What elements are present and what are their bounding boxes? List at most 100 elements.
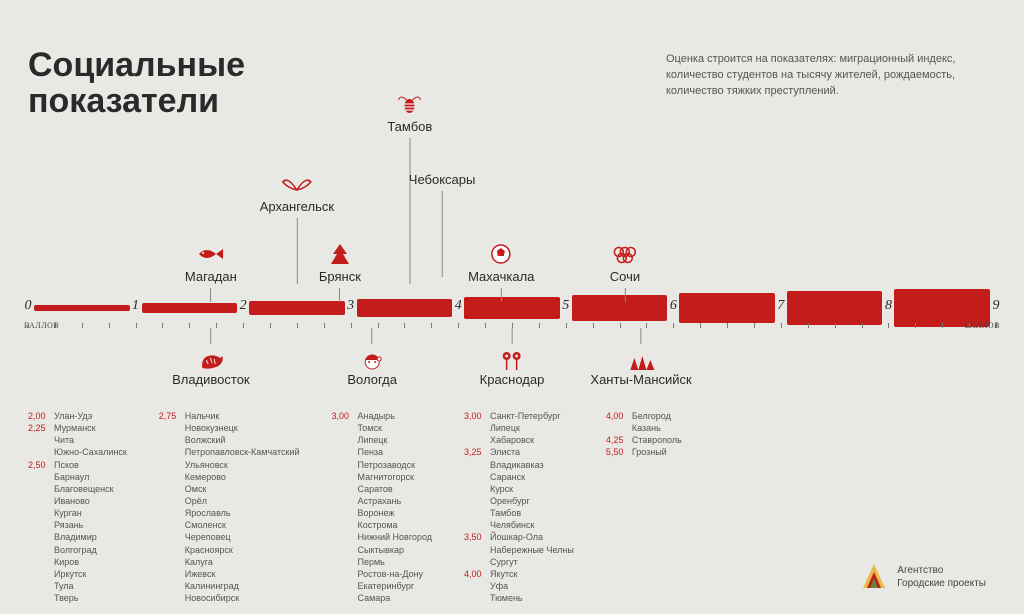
city-score: 2,75 [159, 410, 185, 422]
city-name: Смоленск [185, 519, 226, 531]
city-name: Волгоград [54, 544, 97, 556]
city-row: Петропавловск-Камчатский [159, 446, 300, 458]
city-name: Курган [54, 507, 82, 519]
city-score [159, 471, 185, 483]
city-name: Оренбург [490, 495, 530, 507]
city-score: 3,00 [331, 410, 357, 422]
wings-icon [282, 172, 312, 196]
city-name: Ульяновск [185, 459, 228, 471]
city-score [464, 483, 490, 495]
ball-icon [486, 242, 516, 266]
callout-leader [641, 328, 642, 344]
city-name: Санкт-Петербург [490, 410, 561, 422]
scale-tick [297, 323, 298, 328]
city-row: 3,00Анадырь [331, 410, 432, 422]
city-name: Чита [54, 434, 74, 446]
scale-tick [162, 323, 163, 328]
city-name: Волжский [185, 434, 226, 446]
city-score [159, 556, 185, 568]
city-column: 4,00БелгородКазань4,25Ставрополь5,50Гроз… [606, 410, 682, 604]
city-row: Иваново [28, 495, 127, 507]
scale-tick [781, 323, 782, 328]
callout-label: Брянск [319, 269, 361, 284]
city-name: Якутск [490, 568, 518, 580]
city-name: Калининград [185, 580, 239, 592]
city-row: Ярославль [159, 507, 300, 519]
city-name: Ростов-на-Дону [357, 568, 423, 580]
city-name: Грозный [632, 446, 667, 458]
city-score [606, 422, 632, 434]
city-row: 4,25Ставрополь [606, 434, 682, 446]
callout-leader [511, 328, 512, 344]
city-score [159, 519, 185, 531]
scale-number: 0 [25, 298, 32, 314]
city-name: Петрозаводск [357, 459, 415, 471]
city-score [159, 495, 185, 507]
city-row: Чита [28, 434, 127, 446]
city-row: Ижевск [159, 568, 300, 580]
callout-label: Махачкала [468, 269, 534, 284]
scale-tick [862, 323, 863, 328]
city-name: Кемерово [185, 471, 226, 483]
rings-icon [610, 242, 640, 266]
city-score [28, 434, 54, 446]
city-row: Красноярск [159, 544, 300, 556]
city-name: Уфа [490, 580, 508, 592]
scale-tick [270, 323, 271, 328]
city-row: Смоленск [159, 519, 300, 531]
city-name: Хабаровск [490, 434, 534, 446]
city-row: Курган [28, 507, 127, 519]
callout-label: Чебоксары [409, 172, 476, 187]
city-score [28, 568, 54, 580]
callout-label: Вологда [347, 372, 397, 387]
city-row: 5,50Грозный [606, 446, 682, 458]
city-score [331, 495, 357, 507]
city-score [159, 531, 185, 543]
city-score: 3,00 [464, 410, 490, 422]
city-score [331, 592, 357, 604]
city-name: Тверь [54, 592, 78, 604]
city-name: Барнаул [54, 471, 89, 483]
city-name: Саранск [490, 471, 525, 483]
description-text: Оценка строится на показателях: миграцио… [666, 52, 986, 100]
city-score [159, 507, 185, 519]
city-name: Владикавказ [490, 459, 544, 471]
city-row: Липецк [331, 434, 432, 446]
city-row: 4,00Белгород [606, 410, 682, 422]
scale-number: 6 [670, 298, 677, 314]
callout-Вологда: Вологда [347, 328, 397, 387]
callout-Ханты-Мансийск: Ханты-Мансийск [590, 328, 691, 387]
city-name: Йошкар-Ола [490, 531, 543, 543]
city-score [464, 434, 490, 446]
city-name: Курск [490, 483, 513, 495]
city-name: Элиста [490, 446, 520, 458]
callout-leader [442, 191, 443, 277]
city-row: Кемерово [159, 471, 300, 483]
city-name: Сыктывкар [357, 544, 404, 556]
agency-logo-icon [859, 562, 889, 592]
city-row: Пенза [331, 446, 432, 458]
city-row: Челябинск [464, 519, 574, 531]
city-score [159, 446, 185, 458]
city-row: Тверь [28, 592, 127, 604]
callout-Сочи: Сочи [610, 242, 640, 302]
scale-number: 5 [562, 298, 569, 314]
city-row: Кострома [331, 519, 432, 531]
scale-tick [431, 323, 432, 328]
city-score [331, 568, 357, 580]
city-score [331, 556, 357, 568]
scale-tick [942, 323, 943, 328]
callout-Краснодар: Краснодар [480, 328, 545, 387]
scale-number: 9 [993, 298, 1000, 314]
city-row: Тамбов [464, 507, 574, 519]
city-row: Тюмень [464, 592, 574, 604]
callout-Владивосток: Владивосток [172, 328, 250, 387]
city-name: Анадырь [357, 410, 394, 422]
city-score [159, 592, 185, 604]
city-row: Сыктывкар [331, 544, 432, 556]
city-name: Владимир [54, 531, 97, 543]
city-score: 4,00 [464, 568, 490, 580]
city-row: Новокузнецк [159, 422, 300, 434]
tree-icon [325, 242, 355, 266]
callout-Магадан: Магадан [185, 242, 237, 302]
